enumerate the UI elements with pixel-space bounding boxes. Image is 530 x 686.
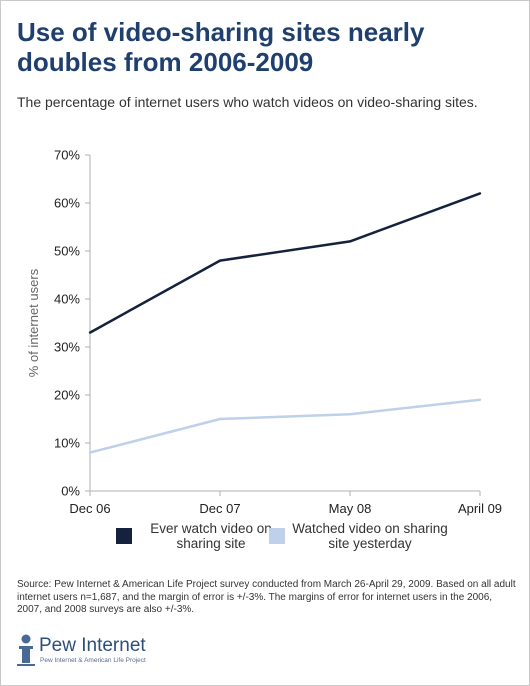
- series-line-1: [89, 192, 481, 334]
- legend-label: site yesterday: [328, 536, 412, 551]
- data-point: [478, 398, 482, 401]
- y-tick-label: 20%: [54, 388, 80, 403]
- pew-logo: Pew Internet Pew Internet & American Lif…: [15, 631, 215, 671]
- y-tick-label: 40%: [54, 292, 80, 307]
- legend-label: Watched video on sharing: [292, 521, 448, 536]
- data-point: [218, 417, 222, 421]
- y-tick-label: 50%: [54, 244, 80, 259]
- data-point: [478, 192, 482, 195]
- legend-swatch-2: [269, 528, 285, 544]
- y-tick-label: 10%: [54, 436, 80, 451]
- series-line-2: [89, 398, 481, 454]
- y-tick-label: 70%: [54, 148, 80, 163]
- y-tick-label: 30%: [54, 340, 80, 355]
- x-tick-label: Dec 07: [199, 501, 240, 516]
- x-tick-labels: Dec 06 Dec 07 May 08 April 09: [69, 501, 502, 516]
- x-tick-label: May 08: [329, 501, 372, 516]
- y-tick-labels: 0% 10% 20% 30% 40% 50% 60% 70%: [54, 148, 80, 499]
- data-point: [348, 240, 352, 243]
- source-note: Source: Pew Internet & American Life Pro…: [17, 579, 516, 615]
- x-tick-label: April 09: [458, 501, 502, 516]
- chart-title: Use of video-sharing sites nearly double…: [17, 17, 425, 77]
- data-point: [88, 331, 92, 334]
- logo-name: Pew Internet: [39, 635, 146, 656]
- legend-label: Ever watch video on: [150, 521, 272, 536]
- line-chart: 0% 10% 20% 30% 40% 50% 60% 70% Dec 06 Dec 07 May …: [26, 148, 502, 552]
- data-point: [218, 259, 222, 262]
- chart-axes: [85, 154, 481, 496]
- y-axis-label: % of internet users: [26, 268, 41, 377]
- logo-subtitle: Pew Internet & American Life Project: [40, 657, 146, 664]
- legend-label: sharing site: [176, 536, 245, 551]
- data-point: [348, 413, 352, 416]
- y-tick-label: 60%: [54, 196, 80, 211]
- data-point: [88, 451, 92, 454]
- x-tick-label: Dec 06: [69, 501, 110, 516]
- series-lines: [88, 192, 482, 454]
- y-tick-label: 0%: [61, 484, 80, 499]
- legend-swatch-1: [116, 528, 132, 544]
- chart-subtitle: The percentage of internet users who wat…: [17, 94, 478, 110]
- pew-logo-icon: [17, 634, 35, 666]
